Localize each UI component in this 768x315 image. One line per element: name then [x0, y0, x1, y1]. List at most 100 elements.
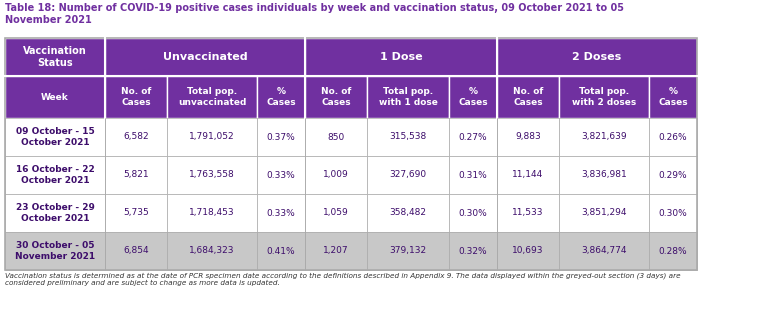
Text: 16 October - 22
October 2021: 16 October - 22 October 2021	[15, 165, 94, 185]
Bar	[105, 38, 305, 76]
Bar	[497, 76, 559, 118]
Text: 379,132: 379,132	[389, 247, 426, 255]
Text: %
Cases: % Cases	[458, 87, 488, 107]
Text: 1,009: 1,009	[323, 170, 349, 180]
Bar	[257, 76, 305, 118]
Bar	[367, 194, 449, 232]
Bar	[167, 118, 257, 156]
Text: 5,735: 5,735	[123, 209, 149, 217]
Text: 1,763,558: 1,763,558	[189, 170, 235, 180]
Bar	[5, 156, 105, 194]
Text: 0.33%: 0.33%	[266, 170, 296, 180]
Text: 6,582: 6,582	[123, 133, 149, 141]
Bar	[649, 118, 697, 156]
Bar	[257, 118, 305, 156]
Bar	[257, 156, 305, 194]
Text: 1,207: 1,207	[323, 247, 349, 255]
Bar	[559, 232, 649, 270]
Text: 0.30%: 0.30%	[458, 209, 488, 217]
Bar	[649, 76, 697, 118]
Text: 1 Dose: 1 Dose	[379, 52, 422, 62]
Text: 3,851,294: 3,851,294	[581, 209, 627, 217]
Text: 0.32%: 0.32%	[458, 247, 488, 255]
Text: %
Cases: % Cases	[658, 87, 688, 107]
Bar	[5, 38, 105, 76]
Text: 5,821: 5,821	[123, 170, 149, 180]
Bar	[449, 194, 497, 232]
Text: Week: Week	[41, 93, 69, 101]
Bar	[105, 156, 167, 194]
Text: Total pop.
with 2 doses: Total pop. with 2 doses	[572, 87, 636, 107]
Text: 0.41%: 0.41%	[266, 247, 296, 255]
Text: 0.27%: 0.27%	[458, 133, 488, 141]
Bar	[167, 156, 257, 194]
Bar	[449, 118, 497, 156]
Text: 23 October - 29
October 2021: 23 October - 29 October 2021	[15, 203, 94, 223]
Bar	[497, 232, 559, 270]
Text: 11,533: 11,533	[512, 209, 544, 217]
Text: Unvaccinated: Unvaccinated	[163, 52, 247, 62]
Bar	[367, 118, 449, 156]
Bar	[305, 194, 367, 232]
Text: 0.37%: 0.37%	[266, 133, 296, 141]
Text: 1,059: 1,059	[323, 209, 349, 217]
Bar	[105, 118, 167, 156]
Text: No. of
Cases: No. of Cases	[121, 87, 151, 107]
Bar	[5, 76, 105, 118]
Bar	[305, 76, 367, 118]
Bar	[367, 232, 449, 270]
Bar	[559, 156, 649, 194]
Bar	[649, 232, 697, 270]
Text: No. of
Cases: No. of Cases	[513, 87, 543, 107]
Bar	[167, 76, 257, 118]
Text: 0.30%: 0.30%	[659, 209, 687, 217]
Text: 358,482: 358,482	[389, 209, 426, 217]
Bar	[257, 194, 305, 232]
Bar	[559, 118, 649, 156]
Bar	[305, 38, 497, 76]
Text: 0.33%: 0.33%	[266, 209, 296, 217]
Bar	[367, 76, 449, 118]
Bar	[649, 156, 697, 194]
Bar	[167, 194, 257, 232]
Text: 9,883: 9,883	[515, 133, 541, 141]
Text: Total pop.
with 1 dose: Total pop. with 1 dose	[379, 87, 438, 107]
Text: 3,864,774: 3,864,774	[581, 247, 627, 255]
Bar	[449, 232, 497, 270]
Bar	[105, 76, 167, 118]
Text: 3,836,981: 3,836,981	[581, 170, 627, 180]
Bar	[449, 156, 497, 194]
Text: 1,718,453: 1,718,453	[189, 209, 235, 217]
Text: Vaccination
Status: Vaccination Status	[23, 46, 87, 68]
Text: 3,821,639: 3,821,639	[581, 133, 627, 141]
Bar	[5, 118, 105, 156]
Bar	[497, 38, 697, 76]
Bar	[257, 232, 305, 270]
Text: No. of
Cases: No. of Cases	[321, 87, 351, 107]
Text: 1,791,052: 1,791,052	[189, 133, 235, 141]
Text: 0.29%: 0.29%	[659, 170, 687, 180]
Text: 850: 850	[327, 133, 345, 141]
Text: Total pop.
unvaccinated: Total pop. unvaccinated	[178, 87, 247, 107]
Text: 0.26%: 0.26%	[659, 133, 687, 141]
Bar	[105, 194, 167, 232]
Bar	[305, 156, 367, 194]
Bar	[649, 194, 697, 232]
Text: 11,144: 11,144	[512, 170, 544, 180]
Bar	[5, 194, 105, 232]
Text: 09 October - 15
October 2021: 09 October - 15 October 2021	[15, 127, 94, 147]
Text: 2 Doses: 2 Doses	[572, 52, 621, 62]
Text: 0.31%: 0.31%	[458, 170, 488, 180]
Bar	[5, 232, 105, 270]
Bar	[367, 156, 449, 194]
Text: 6,854: 6,854	[123, 247, 149, 255]
Text: 327,690: 327,690	[389, 170, 426, 180]
Text: %
Cases: % Cases	[266, 87, 296, 107]
Text: 30 October - 05
November 2021: 30 October - 05 November 2021	[15, 241, 95, 261]
Bar	[5, 38, 697, 270]
Bar	[305, 232, 367, 270]
Text: 10,693: 10,693	[512, 247, 544, 255]
Bar	[559, 194, 649, 232]
Bar	[559, 76, 649, 118]
Bar	[497, 194, 559, 232]
